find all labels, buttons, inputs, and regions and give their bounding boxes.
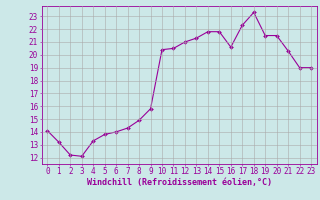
X-axis label: Windchill (Refroidissement éolien,°C): Windchill (Refroidissement éolien,°C) [87,178,272,187]
